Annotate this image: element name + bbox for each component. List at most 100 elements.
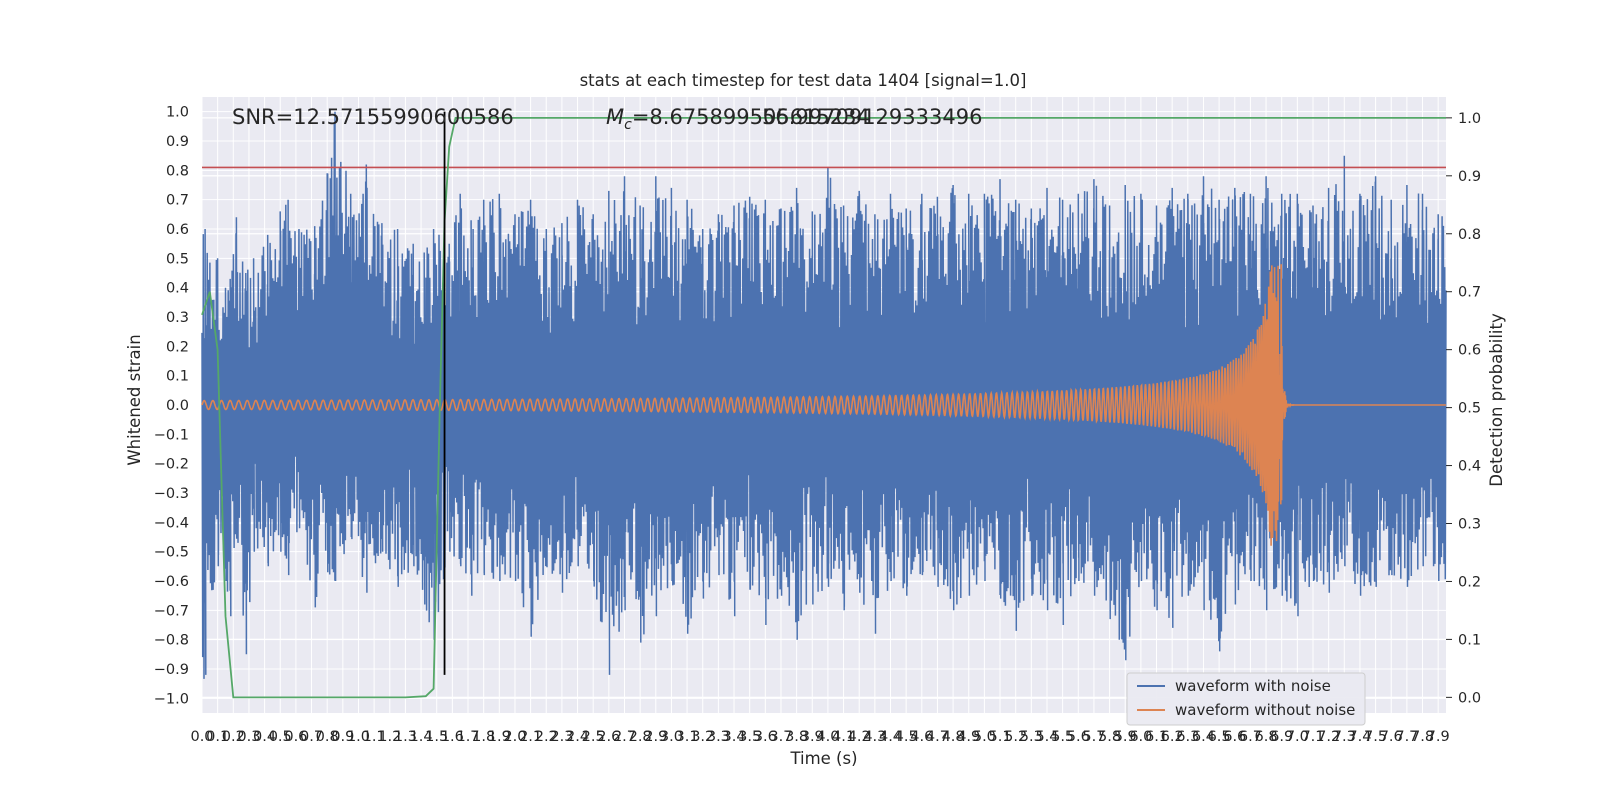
y2-tick-label: 0.6 xyxy=(1458,343,1481,359)
y-tick-label: −0.7 xyxy=(154,603,189,619)
y2-tick-label: 0.2 xyxy=(1458,574,1481,590)
x-tick-label: 4.4 xyxy=(879,729,902,745)
x-tick-label: 2.2 xyxy=(535,729,558,745)
x-tick-label: 1.3 xyxy=(394,729,417,745)
y2-tick-label: 0.9 xyxy=(1458,169,1481,185)
mc-subscript: c xyxy=(624,117,632,133)
x-tick-label: 5.5 xyxy=(1051,729,1074,745)
x-tick-label: 5.7 xyxy=(1082,729,1105,745)
x-tick-label: 2.1 xyxy=(519,729,542,745)
y-axis-label: Whitened strain xyxy=(125,334,144,465)
x-tick-label: 2.8 xyxy=(629,729,652,745)
x-tick-label: 0.3 xyxy=(237,729,260,745)
x-tick-label: 7.2 xyxy=(1317,729,1340,745)
x-tick-label: 6.4 xyxy=(1192,729,1215,745)
x-tick-label: 3.1 xyxy=(676,729,699,745)
x-tick-label: 1.1 xyxy=(363,729,386,745)
y-tick-label: 0.4 xyxy=(166,281,189,297)
y-tick-label: 0.9 xyxy=(166,134,189,150)
snr-annotation: SNR=12.57155990600586 xyxy=(232,105,514,129)
x-tick-label: 4.7 xyxy=(926,729,949,745)
x-tick-label: 4.6 xyxy=(910,729,933,745)
x-tick-label: 2.0 xyxy=(503,729,526,745)
y-tick-label: 0.8 xyxy=(166,163,189,179)
x-tick-label: 5.0 xyxy=(973,729,996,745)
x-tick-label: 1.0 xyxy=(347,729,370,745)
y-tick-label: −0.1 xyxy=(154,427,189,443)
x-tick-label: 4.0 xyxy=(816,729,839,745)
x-tick-label: 3.4 xyxy=(722,729,745,745)
x-tick-label: 6.9 xyxy=(1270,729,1293,745)
mc-annotation: Mc=8.675899505615234 xyxy=(606,105,870,133)
y-tick-label: 0.2 xyxy=(166,339,189,355)
x-tick-label: 4.1 xyxy=(832,729,855,745)
ticks: 0.00.10.20.30.40.50.60.70.80.91.01.11.21… xyxy=(154,105,1481,745)
x-tick-label: 1.4 xyxy=(410,729,433,745)
y2-tick-label: 0.3 xyxy=(1458,517,1481,533)
legend-box xyxy=(1126,672,1366,726)
x-tick-label: 6.6 xyxy=(1223,729,1246,745)
x-tick-label: 7.8 xyxy=(1411,729,1434,745)
y-tick-label: −0.9 xyxy=(154,662,189,678)
y-tick-label: −0.3 xyxy=(154,486,189,502)
x-tick-label: 4.5 xyxy=(895,729,918,745)
y2-tick-label: 1.0 xyxy=(1458,111,1481,127)
x-tick-label: 1.6 xyxy=(441,729,464,745)
y-tick-label: −0.8 xyxy=(154,633,189,649)
x-tick-label: 2.7 xyxy=(613,729,636,745)
x-tick-label: 7.9 xyxy=(1427,729,1450,745)
x-tick-label: 1.2 xyxy=(378,729,401,745)
legend: waveform with noise waveform without noi… xyxy=(1126,672,1366,726)
y-tick-label: 0.7 xyxy=(166,193,189,209)
x-tick-label: 4.9 xyxy=(957,729,980,745)
y-tick-label: 0.5 xyxy=(166,251,189,267)
x-tick-label: 7.7 xyxy=(1395,729,1418,745)
chart-title: stats at each timestep for test data 140… xyxy=(580,71,1027,90)
plot-series xyxy=(201,111,1447,699)
x-tick-label: 1.8 xyxy=(472,729,495,745)
x-tick-label: 7.5 xyxy=(1364,729,1387,745)
x-tick-label: 3.6 xyxy=(754,729,777,745)
y-tick-label: 0.3 xyxy=(166,310,189,326)
x-tick-label: 5.9 xyxy=(1114,729,1137,745)
x-tick-label: 0.5 xyxy=(269,729,292,745)
x-tick-label: 3.2 xyxy=(691,729,714,745)
x-tick-label: 0.8 xyxy=(316,729,339,745)
y-tick-label: −0.6 xyxy=(154,574,189,590)
x-tick-label: 4.3 xyxy=(863,729,886,745)
clean-waveform-line xyxy=(201,264,1446,546)
mc-value: =8.675899505615234 xyxy=(632,105,870,129)
y2-tick-label: 0.5 xyxy=(1458,401,1481,417)
x-tick-label: 2.6 xyxy=(597,729,620,745)
overlap-annotation: 56.99709129333496 xyxy=(762,105,982,129)
x-tick-label: 7.0 xyxy=(1286,729,1309,745)
y2-tick-label: 0.7 xyxy=(1458,285,1481,301)
y-tick-label: 0.1 xyxy=(166,369,189,385)
y2-tick-label: 0.8 xyxy=(1458,227,1481,243)
x-tick-label: 2.4 xyxy=(566,729,589,745)
x-tick-label: 0.9 xyxy=(331,729,354,745)
x-tick-label: 7.3 xyxy=(1333,729,1356,745)
x-tick-label: 7.6 xyxy=(1380,729,1403,745)
x-tick-label: 6.2 xyxy=(1161,729,1184,745)
y2-tick-label: 0.0 xyxy=(1458,690,1481,706)
x-tick-label: 3.7 xyxy=(769,729,792,745)
x-tick-label: 3.8 xyxy=(785,729,808,745)
x-tick-label: 6.7 xyxy=(1239,729,1262,745)
x-tick-label: 6.3 xyxy=(1176,729,1199,745)
x-tick-label: 5.8 xyxy=(1098,729,1121,745)
y-tick-label: −0.2 xyxy=(154,457,189,473)
mc-symbol: M xyxy=(606,105,624,129)
x-tick-label: 0.4 xyxy=(253,729,276,745)
x-tick-label: 1.9 xyxy=(488,729,511,745)
legend-label-clean: waveform without noise xyxy=(1175,701,1355,719)
x-tick-label: 7.4 xyxy=(1348,729,1371,745)
x-tick-label: 2.5 xyxy=(582,729,605,745)
x-tick-label: 5.3 xyxy=(1020,729,1043,745)
x-tick-label: 1.5 xyxy=(425,729,448,745)
y-tick-label: −0.4 xyxy=(154,515,189,531)
y-tick-label: 1.0 xyxy=(166,105,189,121)
x-tick-label: 5.4 xyxy=(1035,729,1058,745)
x-axis-label: Time (s) xyxy=(789,749,857,768)
